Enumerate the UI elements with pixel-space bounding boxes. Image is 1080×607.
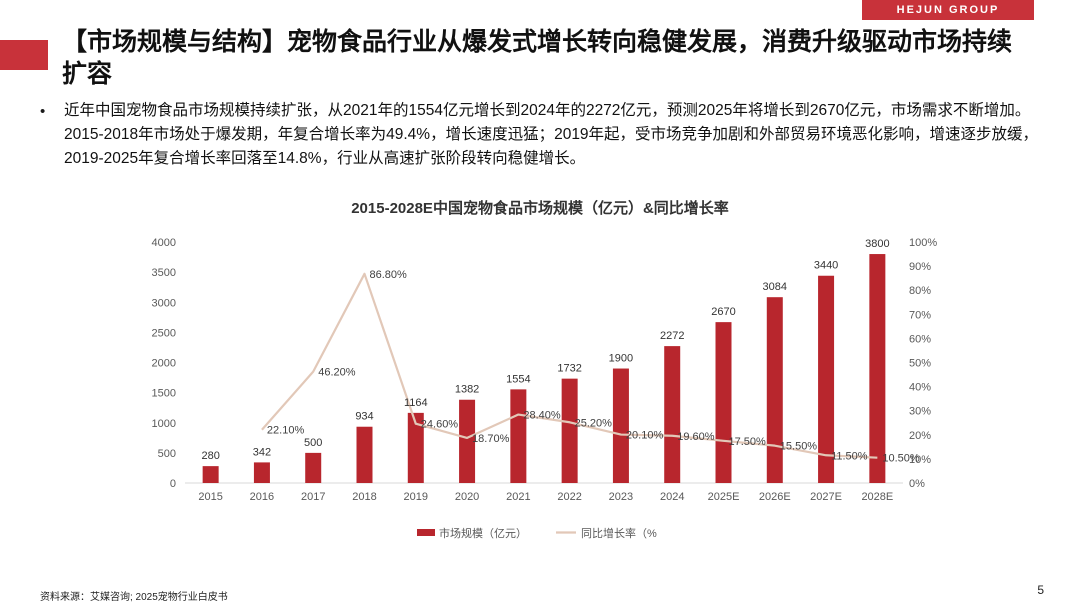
bar-value-label: 2670 (711, 306, 735, 318)
x-tick-label: 2022 (557, 491, 581, 503)
y-left-tick-label: 500 (158, 448, 176, 460)
y-right-tick-label: 100% (909, 237, 937, 249)
y-left-tick-label: 1500 (152, 388, 176, 400)
bullet-marker: • (40, 103, 46, 120)
y-right-tick-label: 70% (909, 309, 931, 321)
x-tick-label: 2020 (455, 491, 479, 503)
source-note: 资料来源：艾媒咨询; 2025宠物行业白皮书 (40, 592, 228, 603)
x-tick-label: 2026E (759, 491, 791, 503)
bar-value-label: 1554 (506, 373, 530, 385)
bar-2016 (253, 462, 270, 483)
brand-logo: HEJUN GROUP (862, 0, 1034, 20)
y-left-tick-label: 1000 (152, 418, 176, 430)
y-right-tick-label: 50% (909, 358, 931, 370)
market-size-chart: 2015-2028E中国宠物食品市场规模（亿元）&同比增长率 0 500 1000 1… (152, 199, 938, 540)
x-tick-label: 2017 (301, 491, 325, 503)
x-tick-label: 2023 (609, 491, 633, 503)
y-left-tick-label: 0 (170, 478, 176, 490)
growth-rate-label: 22.10% (267, 425, 305, 437)
y-right-tick-label: 90% (909, 261, 931, 273)
y-right-tick-label: 20% (909, 430, 931, 442)
bar-value-label: 280 (201, 450, 219, 462)
growth-rate-label: 20.10% (626, 430, 664, 442)
y-left-tick-label: 3500 (152, 267, 176, 279)
page-title: 【市场规模与结构】宠物食品行业从爆发式增长转向稳健发展，消费升级驱动市场持续扩容 (62, 28, 1013, 88)
bar-value-label: 1900 (609, 353, 633, 365)
x-tick-label: 2028E (861, 491, 893, 503)
y-right-tick-label: 60% (909, 333, 931, 345)
bar-2023 (612, 368, 629, 483)
x-tick-label: 2024 (660, 491, 684, 503)
growth-rate-label: 15.50% (780, 441, 818, 453)
bar-2026E (766, 297, 783, 483)
bar-2027E (818, 275, 835, 483)
bar-value-label: 1382 (455, 384, 479, 396)
legend-label-line: 同比增长率（% (581, 526, 657, 540)
x-tick-label: 2027E (810, 491, 842, 503)
growth-rate-label: 25.20% (575, 417, 613, 429)
growth-rate-label: 24.60% (421, 419, 459, 431)
growth-rate-label: 28.40% (523, 410, 561, 422)
y-left-tick-label: 2000 (152, 358, 176, 370)
x-tick-label: 2019 (404, 491, 428, 503)
x-tick-label: 2018 (352, 491, 376, 503)
y-right-tick-label: 80% (909, 285, 931, 297)
growth-rate-label: 10.50% (882, 453, 920, 465)
y-right-tick-label: 30% (909, 406, 931, 418)
title-accent-bar (0, 40, 48, 70)
bar-value-label: 1732 (557, 363, 581, 375)
y-left-tick-label: 4000 (152, 237, 176, 249)
y-right-tick-label: 40% (909, 382, 931, 394)
x-tick-label: 2025E (708, 491, 740, 503)
y-left-tick-label: 3000 (152, 297, 176, 309)
bar-value-label: 934 (355, 411, 373, 423)
growth-rate-line (261, 272, 878, 459)
bar-2020 (459, 399, 476, 483)
bar-2015 (202, 466, 219, 483)
growth-rate-label: 11.50% (831, 450, 868, 462)
bar-2019 (407, 412, 424, 483)
growth-rate-label: 17.50% (729, 436, 767, 448)
growth-rate-label: 19.60% (677, 431, 715, 443)
growth-rate-label: 18.70% (472, 433, 510, 445)
legend-swatch-bars (417, 529, 435, 536)
bar-2022 (561, 378, 578, 483)
x-tick-label: 2016 (250, 491, 274, 503)
x-tick-label: 2015 (198, 491, 222, 503)
summary-paragraph: 近年中国宠物食品市场规模持续扩张，从2021年的1554亿元增长到2024年的2… (64, 102, 1039, 167)
bar-2024 (664, 346, 681, 483)
bar-2025E (715, 322, 732, 483)
bar-value-label: 500 (304, 437, 322, 449)
bar-value-label: 3440 (814, 260, 838, 272)
y-left-tick-label: 2500 (152, 327, 176, 339)
page-number: 5 (1037, 583, 1044, 597)
bar-2028E (869, 254, 886, 483)
bar-2018 (356, 426, 373, 483)
bar-2021 (510, 389, 527, 483)
y-right-tick-label: 10% (909, 454, 931, 466)
bar-value-label: 342 (253, 446, 271, 458)
bar-2017 (305, 452, 322, 483)
bar-value-label: 3084 (763, 281, 787, 293)
legend-label-bars: 市场规模（亿元） (439, 526, 527, 540)
x-tick-label: 2021 (506, 491, 530, 503)
chart-title: 2015-2028E中国宠物食品市场规模（亿元）&同比增长率 (351, 199, 729, 217)
y-right-tick-label: 0% (909, 478, 925, 490)
bar-value-label: 1164 (404, 397, 428, 409)
bar-value-label: 2272 (660, 330, 684, 342)
growth-rate-label: 46.20% (318, 367, 356, 379)
growth-rate-label: 86.80% (370, 269, 408, 281)
bar-value-label: 3800 (865, 238, 889, 250)
